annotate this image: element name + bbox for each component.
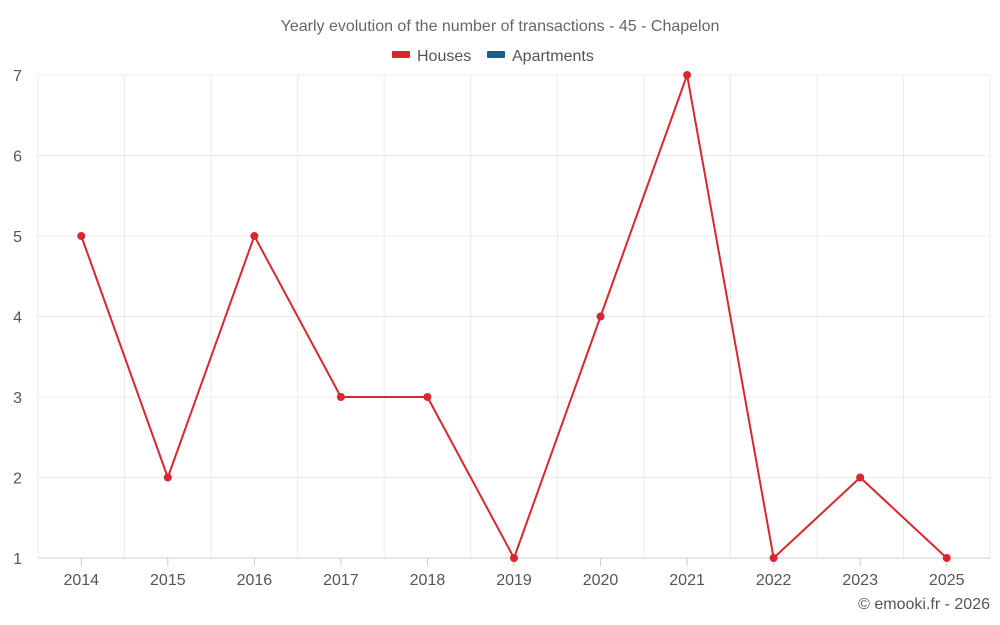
legend-label-apartments: Apartments bbox=[512, 48, 594, 65]
x-tick-label: 2018 bbox=[410, 572, 446, 589]
y-tick-label: 5 bbox=[13, 229, 22, 246]
x-tick-label: 2020 bbox=[583, 572, 619, 589]
y-tick-label: 7 bbox=[13, 68, 22, 85]
data-point-houses[interactable] bbox=[250, 232, 259, 240]
data-point-houses[interactable] bbox=[942, 554, 951, 562]
chart-title: Yearly evolution of the number of transa… bbox=[281, 18, 720, 35]
data-point-houses[interactable] bbox=[423, 393, 432, 401]
credit-text: © emooki.fr - 2026 bbox=[858, 596, 990, 613]
data-point-houses[interactable] bbox=[683, 71, 692, 79]
data-point-houses[interactable] bbox=[769, 554, 778, 562]
data-point-houses[interactable] bbox=[336, 393, 345, 401]
x-tick-label: 2016 bbox=[237, 572, 273, 589]
x-tick-label: 2025 bbox=[929, 572, 965, 589]
data-point-houses[interactable] bbox=[596, 312, 605, 321]
y-tick-label: 6 bbox=[13, 149, 22, 166]
x-tick-label: 2014 bbox=[63, 572, 99, 589]
y-tick-label: 4 bbox=[13, 310, 22, 327]
x-tick-label: 2021 bbox=[669, 572, 705, 589]
x-tick-label: 2017 bbox=[323, 572, 359, 589]
series-layer bbox=[77, 71, 951, 562]
legend-label-houses: Houses bbox=[417, 48, 471, 65]
data-point-houses[interactable] bbox=[510, 554, 518, 562]
data-point-houses[interactable] bbox=[163, 473, 172, 482]
legend-swatch-apartments bbox=[487, 51, 505, 58]
grid bbox=[37, 74, 991, 558]
data-point-houses[interactable] bbox=[77, 232, 86, 240]
data-point-houses[interactable] bbox=[856, 473, 865, 482]
legend-swatch-houses bbox=[392, 51, 410, 58]
x-tick-label: 2019 bbox=[496, 572, 532, 589]
legend: Houses Apartments bbox=[392, 48, 594, 65]
axes: 1 2 3 4 5 6 7 2014 2015 2016 2017 2018 2019 2020 2021 2… bbox=[13, 68, 990, 589]
x-tick-label: 2015 bbox=[150, 572, 186, 589]
x-tick-label: 2022 bbox=[756, 572, 792, 589]
y-tick-label: 3 bbox=[13, 390, 22, 407]
y-tick-label: 1 bbox=[13, 551, 22, 568]
legend-item-apartments[interactable]: Apartments bbox=[487, 48, 594, 65]
legend-item-houses[interactable]: Houses bbox=[392, 48, 471, 65]
x-tick-label: 2023 bbox=[842, 572, 878, 589]
y-tick-label: 2 bbox=[13, 471, 22, 488]
